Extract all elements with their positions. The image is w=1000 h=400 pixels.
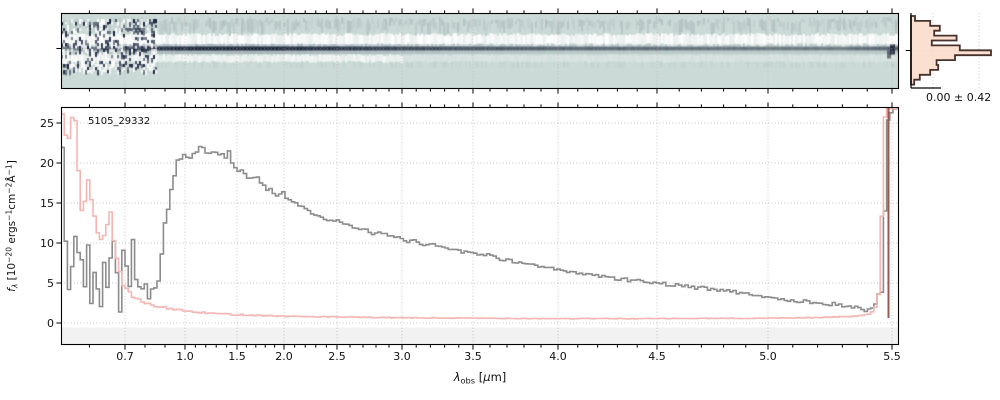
y-axis-label: fλ [10−20 ergs−1cm−2Å−1] (4, 160, 19, 292)
below-zero-band (61, 327, 899, 345)
x-tick-label: 0.7 (116, 350, 134, 363)
object-id-label: 5105_29332 (88, 116, 150, 127)
x-tick-label: 4.5 (648, 350, 666, 363)
residual-stats-annotation: 0.00 ± 0.42 (926, 91, 991, 104)
residual-histogram-steps (910, 15, 992, 86)
axes: 0.7 1.0 1.5 2.0 2.5 3.0 3.5 4.0 4.5 5.0 5.5 0 5 10 15 2… (40, 8, 901, 363)
y-tick-label: 5 (47, 277, 54, 290)
x-tick-label: 2.5 (328, 350, 346, 363)
residual-histogram (906, 13, 992, 89)
gridlines (61, 13, 992, 345)
x-tick-label: 3.5 (464, 350, 482, 363)
x-tick-label: 1.0 (176, 350, 194, 363)
uncertainty-step-line (61, 107, 899, 320)
x-tick-label: 3.0 (393, 350, 411, 363)
generated-overlay: 0.7 1.0 1.5 2.0 2.5 3.0 3.5 4.0 4.5 5.0 5.5 0 5 10 15 2… (40, 8, 901, 363)
x-axis-label: λobs [μm] (453, 370, 507, 385)
x-tick-label: 5.5 (883, 350, 901, 363)
flux-step-line (61, 107, 899, 313)
y-tick-label: 0 (47, 317, 54, 330)
generated-underlay (61, 13, 992, 345)
y-tick-label: 15 (40, 197, 54, 210)
spectrum-lines (61, 107, 899, 320)
x-tick-label: 5.0 (759, 350, 777, 363)
y-tick-label: 10 (40, 237, 54, 250)
x-tick-label: 2.0 (275, 350, 293, 363)
x-tick-label: 1.5 (228, 350, 246, 363)
y-tick-label: 25 (40, 117, 54, 130)
y-tick-label: 20 (40, 157, 54, 170)
x-tick-label: 4.0 (549, 350, 567, 363)
spec2d-image (61, 13, 899, 89)
